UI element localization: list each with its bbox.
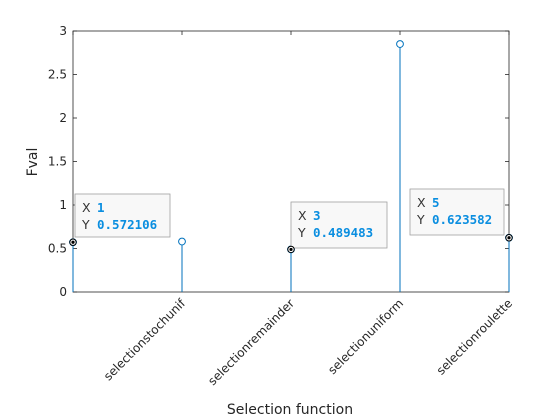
x-tick-label: selectionremainder	[205, 296, 297, 388]
datatip-box	[290, 201, 388, 249]
y-tick-label: 2.5	[48, 68, 67, 82]
datatip-x-key: X	[417, 195, 426, 210]
datatip-y-key: Y	[81, 217, 90, 232]
datatip-y-value: 0.572106	[97, 217, 157, 232]
datatip-x-value: 1	[97, 200, 105, 215]
x-axis-label: Selection function	[227, 402, 353, 418]
datatip-x-value: 5	[432, 195, 440, 210]
datatip-marker-dot	[71, 240, 75, 244]
datatip-y-value: 0.623582	[432, 212, 492, 227]
datatip-y-key: Y	[297, 225, 306, 240]
y-tick-label: 2	[59, 111, 67, 125]
datatip[interactable]: X 5Y 0.623582	[409, 188, 513, 242]
datatip-box	[74, 193, 171, 238]
y-axis-ticks: 0 0.5 1 1.5 2 2.5 3	[48, 24, 509, 299]
datatip-box	[409, 188, 505, 236]
datatip-x-key: X	[82, 200, 91, 215]
y-tick-label: 3	[59, 24, 67, 38]
datatip-marker-dot	[289, 247, 293, 252]
y-tick-label: 0	[59, 285, 67, 299]
datatip[interactable]: X 1Y 0.572106	[69, 193, 171, 246]
datatip[interactable]: X 3Y 0.489483	[287, 201, 388, 254]
x-tick-label: selectionroulette	[434, 296, 515, 377]
y-tick-label: 1.5	[48, 155, 67, 169]
datatip-y-key: Y	[416, 212, 425, 227]
y-tick-label: 1	[59, 198, 67, 212]
y-tick-label: 0.5	[48, 242, 67, 256]
datatip-x-value: 3	[313, 208, 321, 223]
y-axis-label: Fval	[25, 148, 41, 177]
stem-marker[interactable]	[396, 40, 404, 48]
x-tick-label: selectionuniform	[325, 296, 406, 377]
datatip-marker-dot	[507, 236, 511, 240]
x-tick-label: selectionstochunif	[101, 296, 189, 384]
datatip-x-key: X	[298, 208, 307, 223]
stem-marker[interactable]	[178, 237, 186, 246]
datatip-y-value: 0.489483	[313, 225, 373, 240]
